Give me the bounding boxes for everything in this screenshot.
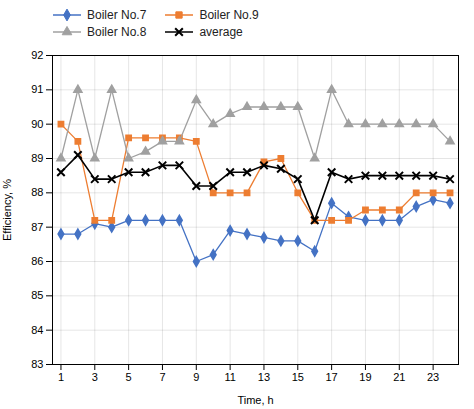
svg-text:17: 17 (326, 371, 338, 383)
svg-text:23: 23 (427, 371, 439, 383)
svg-text:19: 19 (359, 371, 371, 383)
svg-text:92: 92 (31, 49, 43, 61)
svg-text:Time, h: Time, h (237, 394, 273, 406)
svg-text:Efficiency, %: Efficiency, % (1, 179, 13, 241)
svg-text:87: 87 (31, 221, 43, 233)
svg-text:21: 21 (393, 371, 405, 383)
svg-text:7: 7 (159, 371, 165, 383)
svg-text:86: 86 (31, 255, 43, 267)
svg-text:9: 9 (193, 371, 199, 383)
svg-text:11: 11 (224, 371, 235, 383)
svg-text:5: 5 (126, 371, 132, 383)
html-text:Boiler No.9: Boiler No.9 (199, 8, 259, 22)
svg-text:84: 84 (31, 324, 43, 336)
html-text:Boiler No.8: Boiler No.8 (87, 25, 147, 39)
svg-text:3: 3 (92, 371, 98, 383)
svg-text:88: 88 (31, 186, 43, 198)
svg-text:1: 1 (58, 371, 64, 383)
svg-text:83: 83 (31, 358, 43, 370)
html-text:average: average (199, 25, 243, 39)
svg-text:89: 89 (31, 152, 43, 164)
svg-text:85: 85 (31, 289, 43, 301)
svg-text:91: 91 (31, 83, 43, 95)
html-text:Boiler No.7: Boiler No.7 (87, 8, 147, 22)
svg-text:15: 15 (292, 371, 304, 383)
svg-text:90: 90 (31, 118, 43, 130)
svg-text:13: 13 (258, 371, 270, 383)
